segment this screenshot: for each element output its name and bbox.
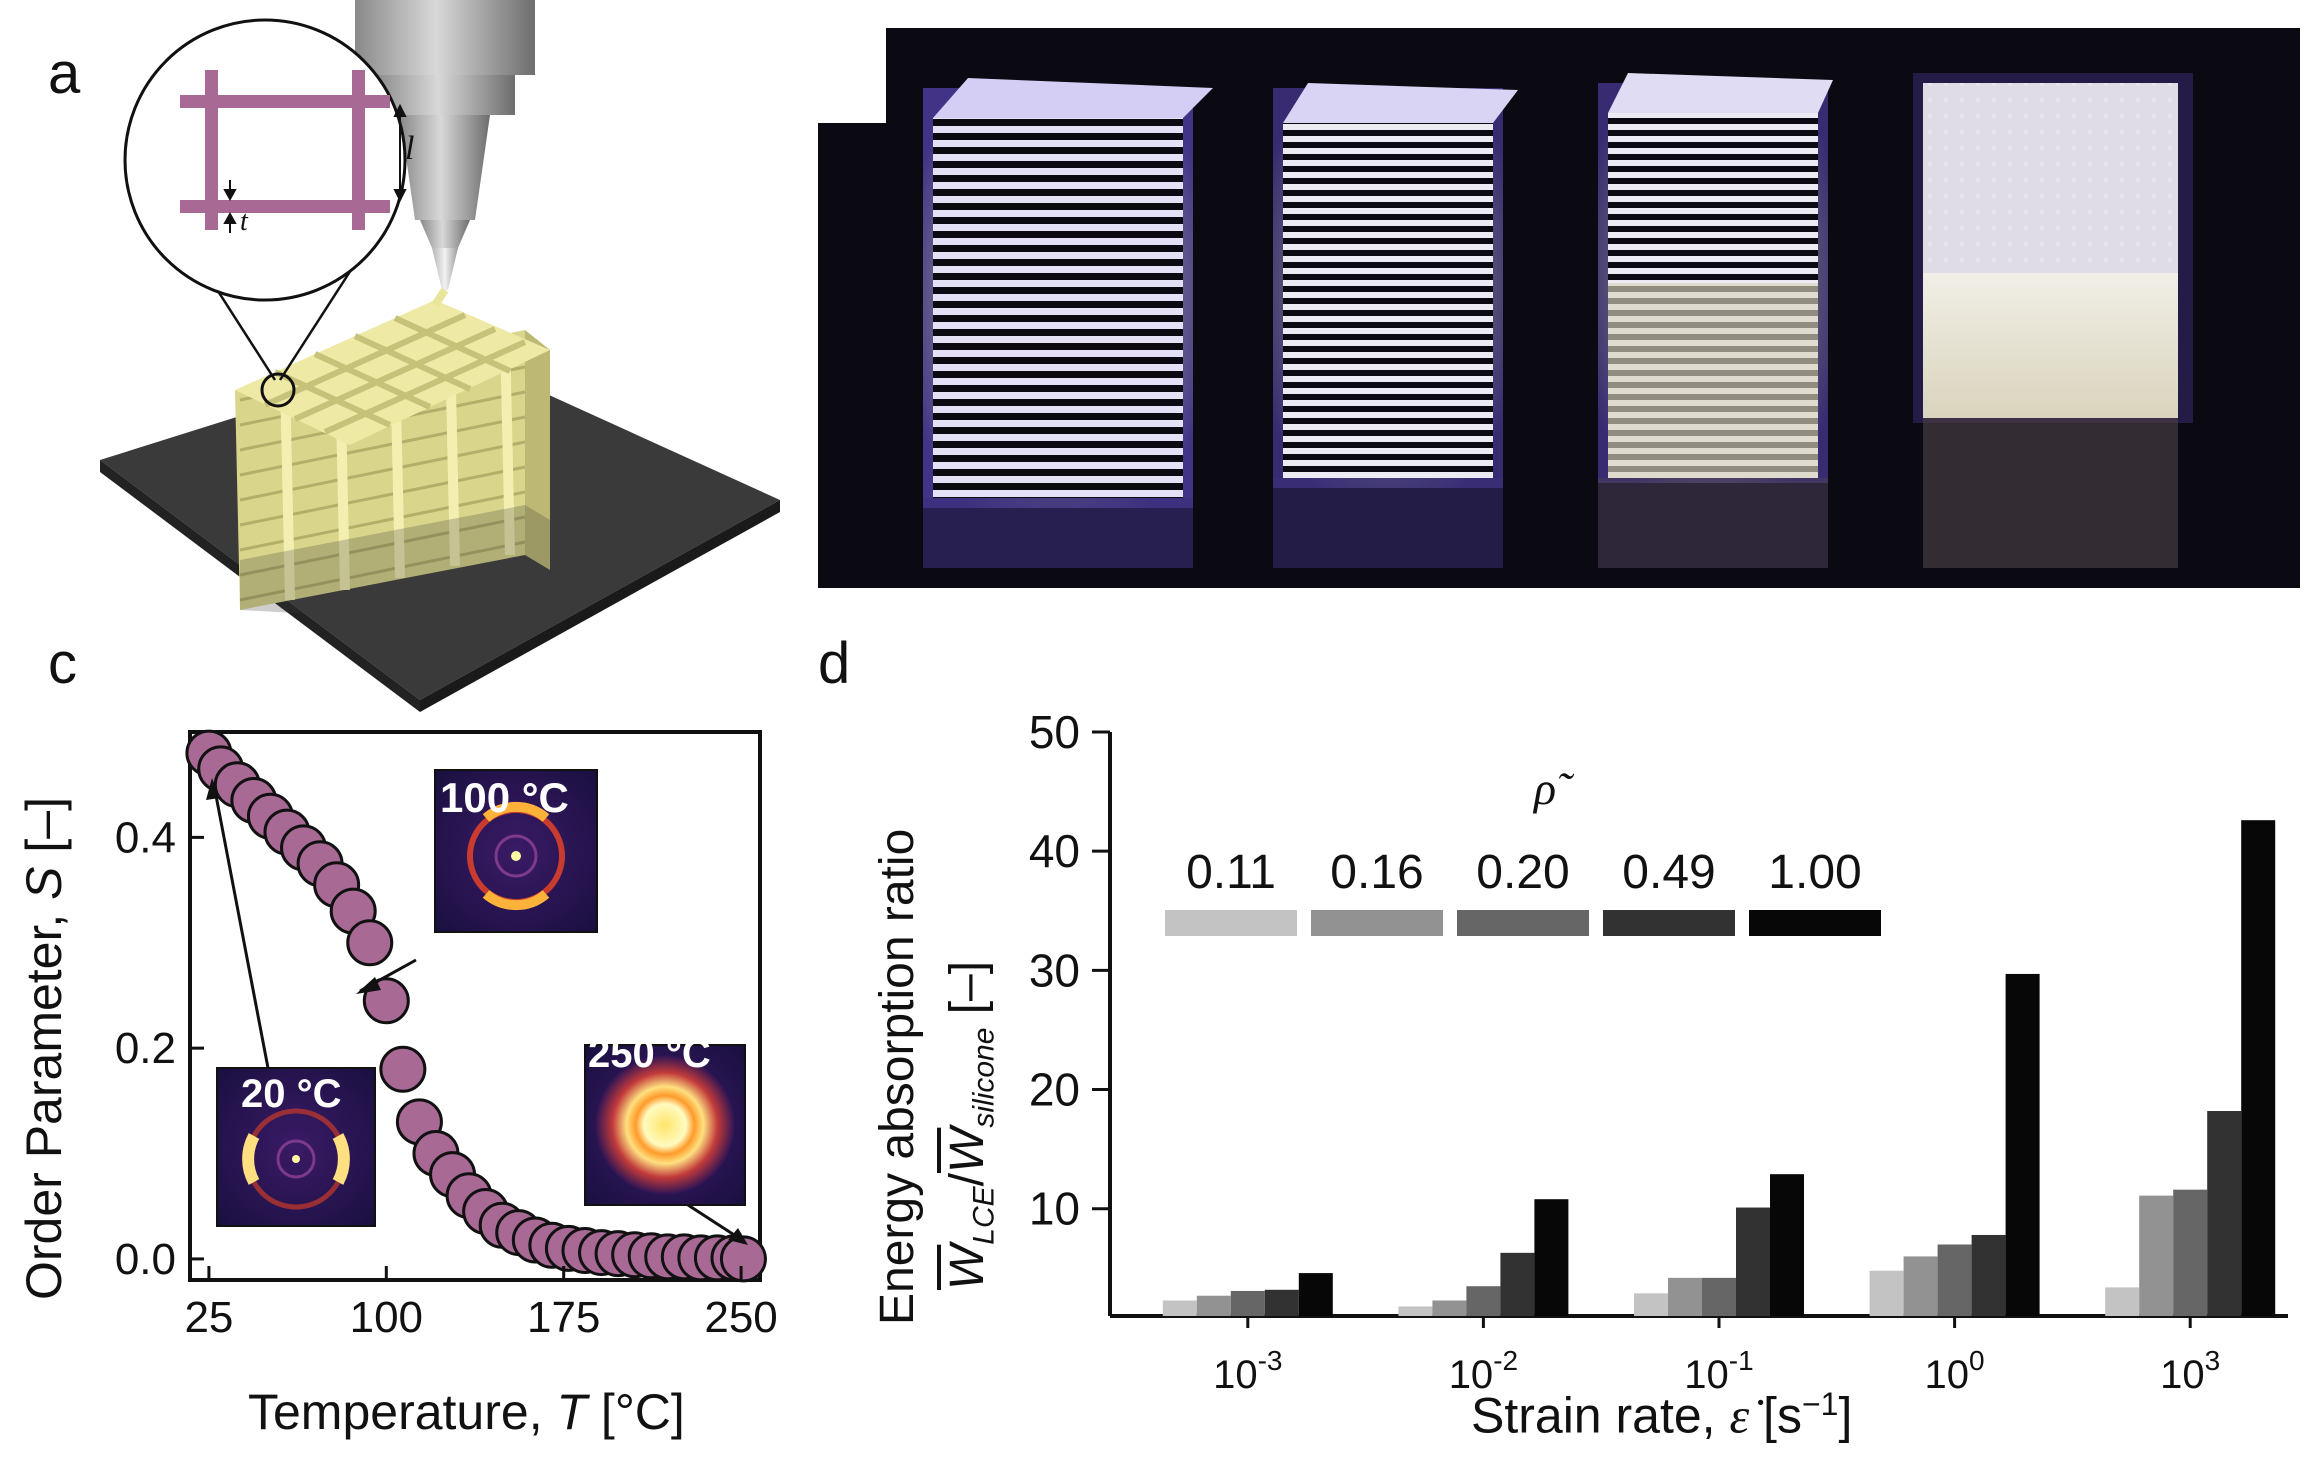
legend-label: 0.11: [1186, 846, 1276, 899]
y-tick-label: 0.2: [115, 1024, 176, 1073]
legend-swatch: [1311, 910, 1443, 936]
bar: [1534, 1199, 1569, 1316]
sample-1: [923, 78, 1213, 568]
legend-label: 0.20: [1476, 846, 1569, 899]
x-tick-label: 103: [2160, 1345, 2220, 1397]
bar: [2105, 1287, 2140, 1316]
panel-letter-a: a: [48, 41, 81, 106]
bar: [1903, 1256, 1938, 1316]
printing-illustration: [100, 0, 780, 712]
bar: [1668, 1277, 1702, 1316]
legend-label: 0.16: [1330, 846, 1423, 899]
inset-label-t: t: [240, 206, 248, 237]
y-tick-label: 40: [1029, 825, 1080, 877]
x-tick-label: 10-1: [1684, 1345, 1753, 1397]
sample-4: [1913, 73, 2193, 568]
x-tick-label: 25: [184, 1293, 233, 1342]
inset-label-l: l: [405, 130, 415, 167]
legend-swatch: [1165, 910, 1297, 936]
inset-250c-label: 250 °C: [588, 1032, 711, 1076]
bar: [1634, 1293, 1668, 1316]
chart-c-xlabel: Temperature, T [°C]: [248, 1384, 685, 1440]
legend-swatch: [1749, 910, 1881, 936]
bar: [1230, 1290, 1265, 1316]
sample-photo: [818, 28, 2300, 588]
panel-letter-c: c: [48, 631, 77, 696]
legend-label: 1.00: [1768, 846, 1861, 899]
chart-c-points: [185, 729, 767, 1283]
inset-250c: [584, 1044, 748, 1245]
data-point: [379, 1045, 427, 1093]
bar: [1196, 1295, 1231, 1316]
panel-letter-d: d: [818, 631, 851, 696]
bar: [1770, 1174, 1804, 1316]
y-tick-label: 10: [1029, 1183, 1080, 1235]
magnifier-inset: [123, 18, 407, 408]
energy-ratio-chart: 10 20 30 40 50 10-3 10-2 10-1 100 103 0.11 0.16 0.2…: [1029, 706, 2288, 1397]
y-tick-label: 0.0: [115, 1235, 176, 1284]
sample-3: [1598, 73, 1833, 568]
bar: [2241, 820, 2276, 1316]
inset-20c-label: 20 °C: [241, 1072, 342, 1116]
bar: [1298, 1273, 1333, 1316]
chart-d-ticks: 10 20 30 40 50 10-3 10-2 10-1 100 103: [1029, 706, 2220, 1397]
chart-c-frame: [188, 730, 762, 1282]
chart-d-axes: [1108, 732, 2288, 1318]
lattice-cell-icon: [180, 70, 390, 230]
chart-d-xlabel: Strain rate, ε̇ [s−1]: [1471, 1386, 1853, 1444]
x-tick-label: 100: [1925, 1345, 1985, 1397]
data-point: [346, 919, 394, 967]
inset-20c: [206, 778, 376, 1227]
bar: [1500, 1252, 1535, 1316]
y-tick-label: 0.4: [115, 813, 176, 862]
x-tick-label: 100: [350, 1293, 423, 1342]
y-tick-label: 20: [1029, 1064, 1080, 1116]
bar: [2005, 973, 2040, 1316]
bar: [2207, 1111, 2242, 1316]
bar: [1736, 1207, 1770, 1316]
x-tick-label: 10-3: [1213, 1345, 1282, 1397]
bar: [1466, 1286, 1501, 1316]
y-tick-label: 30: [1029, 944, 1080, 996]
bar: [1162, 1300, 1197, 1316]
sample-2: [1273, 83, 1518, 568]
bar: [1398, 1306, 1433, 1316]
bar: [1432, 1300, 1467, 1316]
chart-c-ticks: 25 100 175 250 0.0 0.2 0.4: [115, 813, 778, 1342]
chart-d-bars: [1162, 820, 2276, 1316]
x-tick-label: 250: [704, 1293, 777, 1342]
lattice-block: [235, 300, 550, 620]
x-tick-label: 10-2: [1449, 1345, 1518, 1397]
chart-d-ylabel-line2: WLCE/Wsilicone [–]: [941, 960, 1001, 1290]
legend-swatch: [1457, 910, 1589, 936]
bar: [2173, 1189, 2208, 1316]
inset-100c: [356, 769, 598, 994]
bar: [1869, 1270, 1904, 1316]
inset-100c-label: 100 °C: [440, 774, 569, 821]
order-parameter-chart: 25 100 175 250 0.0 0.2 0.4: [115, 729, 778, 1342]
chart-c-axes: [188, 730, 762, 1282]
legend-label: 0.49: [1622, 846, 1715, 899]
chart-d-ylabel-line1: Energy absorption ratio: [871, 828, 924, 1325]
bar: [1702, 1277, 1736, 1316]
chart-d-legend: 0.11 0.16 0.20 0.49 1.00: [1165, 846, 1881, 936]
print-nozzle: [355, 0, 535, 308]
bar: [1937, 1244, 1972, 1316]
bar: [2139, 1195, 2174, 1316]
data-point: [719, 1235, 767, 1283]
legend-title: ρ̃: [1534, 763, 1557, 814]
bar: [1264, 1289, 1299, 1316]
y-tick-label: 50: [1029, 706, 1080, 758]
diffraction-insets: [206, 769, 748, 1245]
bar: [1971, 1234, 2006, 1316]
legend-swatch: [1603, 910, 1735, 936]
x-tick-label: 175: [527, 1293, 600, 1342]
